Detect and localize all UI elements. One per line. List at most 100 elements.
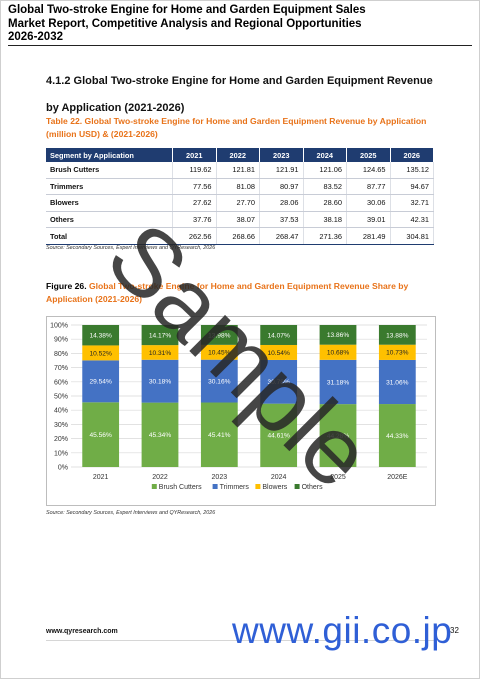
data-label: 10.31%	[149, 350, 172, 357]
bar-segment	[82, 402, 120, 467]
bar-segment	[319, 344, 357, 360]
legend-label: Blowers	[262, 484, 287, 491]
legend-swatch	[294, 484, 300, 489]
table-cell: 119.62	[172, 162, 217, 179]
x-tick-label: 2024	[271, 474, 287, 481]
bar-segment	[378, 359, 416, 405]
chart-frame: 0% 10% 20% 30% 40% 50% 60% 70% 80% 90% 100% 45.56% 2…	[46, 316, 436, 506]
bar-segment	[260, 325, 298, 345]
y-tick-label: 30%	[54, 422, 68, 429]
data-label: 31.06%	[386, 379, 409, 386]
column-header: 2023	[259, 148, 304, 162]
bar-segment	[141, 359, 179, 403]
y-tick-label: 100%	[50, 323, 68, 330]
bar-segment	[260, 403, 298, 467]
bar-segment	[200, 325, 238, 345]
bar-segment	[378, 344, 416, 360]
table-cell: 281.49	[346, 227, 391, 245]
y-tick-label: 50%	[54, 394, 68, 401]
bar-segment	[82, 345, 120, 361]
figure-source-note: Source: Secondary Sources, Expert Interv…	[46, 510, 216, 516]
section-heading: 4.1.2 Global Two-stroke Engine for Home …	[46, 75, 433, 114]
column-header: 2021	[172, 148, 217, 162]
data-label: 30.16%	[208, 379, 231, 386]
y-tick-label: 0%	[58, 465, 68, 472]
y-tick-label: 90%	[54, 337, 68, 344]
column-header: 2026	[390, 148, 434, 162]
table-cell: 77.56	[172, 178, 217, 196]
table-row-total: Total 262.56 268.66 268.47 271.36 281.49…	[46, 227, 434, 245]
table-cell: 262.56	[172, 227, 217, 245]
data-label: 31.18%	[327, 379, 350, 386]
table-cell: 81.08	[216, 178, 260, 196]
data-label: 13.86%	[327, 332, 350, 339]
column-header: 2025	[346, 148, 391, 162]
bar-segment	[141, 345, 179, 360]
table-row: Trimmers 77.56 81.08 80.97 83.52 87.77 9…	[46, 178, 434, 196]
legend-swatch	[212, 484, 218, 489]
table-cell: 38.18	[303, 211, 347, 229]
table-cell: 27.62	[172, 194, 217, 212]
table-cell: 83.52	[303, 178, 347, 196]
bar-segment	[200, 359, 238, 403]
table-cell: 37.53	[259, 211, 304, 229]
table-cell: 271.36	[303, 227, 347, 245]
x-tick-label: 2023	[212, 474, 228, 481]
data-label: 45.41%	[208, 432, 231, 439]
header-divider	[8, 45, 472, 46]
bar-segment	[378, 404, 416, 467]
data-label: 10.73%	[386, 350, 409, 357]
gii-watermark: www.gii.co.jp	[232, 610, 453, 651]
table-cell: 38.07	[216, 211, 260, 229]
legend-label: Trimmers	[220, 484, 250, 491]
table-cell: 42.31	[390, 211, 434, 229]
y-tick-label: 80%	[54, 351, 68, 358]
table-cell: 124.65	[346, 162, 391, 179]
data-label: 14.17%	[149, 332, 172, 339]
bar-segment	[378, 325, 416, 345]
table-cell: 32.71	[390, 194, 434, 212]
bar-segment	[260, 359, 298, 404]
row-label: Total	[46, 227, 173, 245]
data-label: 29.54%	[89, 379, 112, 386]
page-number: 32	[450, 626, 459, 635]
table-source-note: Source: Secondary Sources, Expert Interv…	[46, 245, 216, 251]
footer-divider	[46, 640, 434, 641]
data-label: 10.68%	[327, 350, 350, 357]
data-label: 13.88%	[386, 332, 409, 339]
report-title: Global Two-stroke Engine for Home and Ga…	[8, 4, 366, 43]
table-caption: Table 22. Global Two-stroke Engine for H…	[46, 116, 427, 139]
legend-swatch	[151, 484, 157, 489]
y-tick-label: 10%	[54, 450, 68, 457]
legend-label: Brush Cutters	[159, 484, 202, 491]
bar-segment	[319, 404, 357, 467]
table-cell: 304.81	[390, 227, 434, 245]
bar-segment	[82, 325, 120, 346]
bar-segment	[260, 344, 298, 360]
table-header-row: Segment by Application 2021 2022 2023 20…	[46, 148, 434, 162]
table-cell: 80.97	[259, 178, 304, 196]
row-label: Others	[46, 211, 173, 229]
data-label: 45.56%	[89, 432, 112, 439]
table-cell: 28.06	[259, 194, 304, 212]
table-row: Others 37.76 38.07 37.53 38.18 39.01 42.…	[46, 211, 434, 229]
footer-url: www.qyresearch.com	[46, 628, 118, 635]
bar-segment	[319, 359, 357, 405]
figure-caption: Figure 26. Global Two-stroke Engine for …	[46, 280, 446, 305]
table-cell: 135.12	[390, 162, 434, 179]
table-cell: 30.06	[346, 194, 391, 212]
data-label: 13.98%	[208, 332, 231, 339]
x-tick-label: 2022	[152, 474, 168, 481]
data-label: 14.07%	[267, 332, 290, 339]
x-tick-label: 2026E	[387, 474, 408, 481]
y-tick-label: 40%	[54, 408, 68, 415]
table-cell: 268.47	[259, 227, 304, 245]
row-label: Blowers	[46, 194, 173, 212]
table-cell: 39.01	[346, 211, 391, 229]
table-cell: 37.76	[172, 211, 217, 229]
column-header: 2024	[303, 148, 347, 162]
bar-segment	[82, 360, 120, 403]
y-tick-label: 60%	[54, 379, 68, 386]
y-tick-label: 70%	[54, 365, 68, 372]
table-cell: 121.06	[303, 162, 347, 179]
